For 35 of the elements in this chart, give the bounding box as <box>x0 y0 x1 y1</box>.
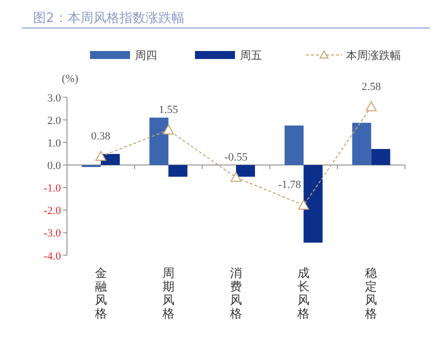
x-tick-label: 成长风格 <box>296 266 310 320</box>
x-tick-label: 消费风格 <box>229 266 242 320</box>
point <box>366 101 377 112</box>
legend-label: 周四 <box>135 49 157 62</box>
data-label: 2.58 <box>362 80 382 93</box>
y-tick-label: -3.0 <box>44 228 62 240</box>
y-tick-label: 0.0 <box>47 160 62 172</box>
x-tick-label: 稳定风格 <box>364 266 378 320</box>
bar <box>352 122 372 166</box>
y-tick-label: -1.0 <box>44 182 62 195</box>
x-tick-label: 周期风格 <box>161 266 174 320</box>
point <box>95 150 106 161</box>
y-tick-label: 1.0 <box>47 137 62 150</box>
y-axis-title: (%) <box>62 73 79 85</box>
y-tick-label: 2.0 <box>47 114 62 127</box>
data-label: -0.55 <box>224 151 248 164</box>
bar <box>304 165 323 243</box>
data-label: 0.38 <box>91 130 111 142</box>
point <box>162 124 174 135</box>
point <box>230 172 242 182</box>
bar <box>168 165 188 177</box>
legend-label: 周五 <box>240 49 262 62</box>
data-label: 1.55 <box>158 104 179 116</box>
legend-label: 本周涨跌幅 <box>346 49 401 62</box>
bar <box>284 126 304 166</box>
bar <box>236 165 255 177</box>
data-label: -1.78 <box>278 179 302 192</box>
y-tick-label: -2.0 <box>44 205 62 218</box>
y-tick-label: 3.0 <box>47 92 62 104</box>
point <box>298 200 310 210</box>
x-tick-label: 金融风格 <box>94 266 107 320</box>
bar <box>149 118 168 166</box>
bar <box>371 148 390 166</box>
y-tick-label: -4.0 <box>44 250 62 262</box>
chart-title: 图2：本周风格指数涨跌幅 <box>33 11 184 26</box>
